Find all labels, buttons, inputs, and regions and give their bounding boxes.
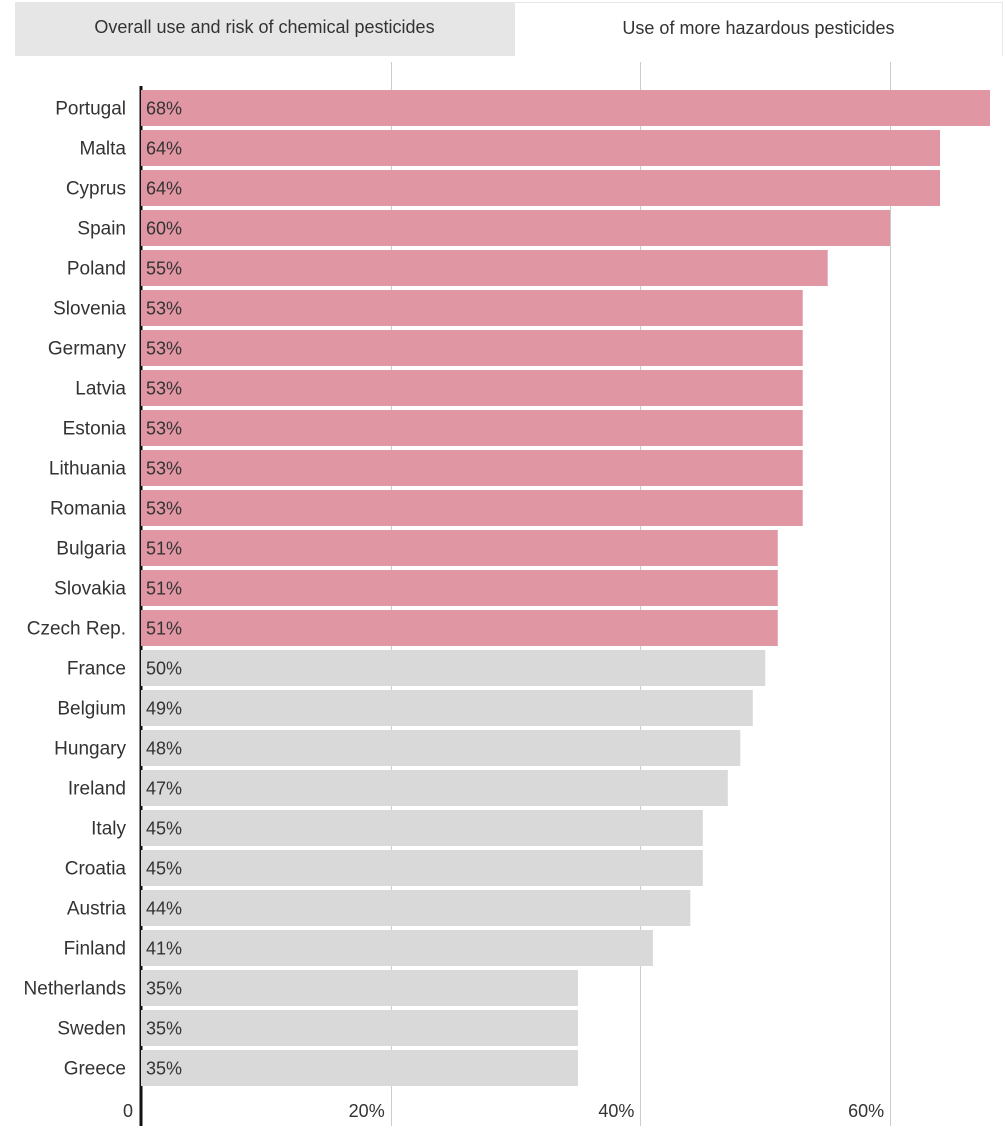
category-label: Czech Rep. [27, 619, 126, 640]
value-label: 49% [146, 699, 182, 719]
bar-ireland [141, 770, 728, 806]
category-label: Slovenia [53, 299, 126, 320]
category-labels: Portugal Malta Cyprus Spain Poland Slovenia Ge… [24, 99, 127, 1080]
value-label: 53% [146, 419, 182, 439]
category-label: Slovakia [54, 579, 126, 600]
tab-more-hazardous-pesticides[interactable]: Use of more hazardous pesticides [514, 2, 1003, 56]
category-label: Finland [64, 939, 126, 960]
tab-overall-use-and-risk[interactable]: Overall use and risk of chemical pestici… [15, 2, 514, 56]
category-label: Greece [64, 1059, 126, 1080]
category-label: Ireland [68, 779, 126, 800]
category-label: France [67, 659, 126, 680]
bar-latvia [141, 370, 803, 406]
bar-bulgaria [141, 530, 778, 566]
bar-hungary [141, 730, 741, 766]
value-label: 55% [146, 259, 182, 279]
category-label: Estonia [63, 419, 127, 440]
bar-romania [141, 490, 803, 526]
bar-spain [141, 210, 891, 246]
bar-finland [141, 930, 653, 966]
bar-lithuania [141, 450, 803, 486]
category-label: Croatia [65, 859, 127, 880]
value-label: 45% [146, 819, 182, 839]
value-label: 35% [146, 1019, 182, 1039]
bar-slovakia [141, 570, 778, 606]
value-label: 45% [146, 859, 182, 879]
x-tick-label: 60% [848, 1101, 884, 1121]
category-label: Germany [48, 339, 127, 360]
x-tick-label: 0 [123, 1101, 133, 1121]
value-label: 53% [146, 339, 182, 359]
value-label: 41% [146, 939, 182, 959]
bar-czech-rep [141, 610, 778, 646]
bar-poland [141, 250, 828, 286]
value-label: 50% [146, 659, 182, 679]
category-label: Netherlands [24, 979, 126, 1000]
x-axis-ticks: 0 20% 40% 60% [123, 1101, 884, 1121]
value-label: 64% [146, 139, 182, 159]
category-label: Hungary [54, 739, 126, 760]
value-label: 53% [146, 379, 182, 399]
bar-cyprus [141, 170, 941, 206]
bar-belgium [141, 690, 753, 726]
value-label: 47% [146, 779, 182, 799]
value-label: 35% [146, 979, 182, 999]
category-label: Sweden [57, 1019, 126, 1040]
bar-austria [141, 890, 691, 926]
value-label: 48% [146, 739, 182, 759]
category-label: Austria [67, 899, 127, 920]
category-label: Romania [50, 499, 126, 520]
value-label: 60% [146, 219, 182, 239]
bar-italy [141, 810, 703, 846]
category-label: Malta [80, 139, 127, 160]
bar-greece [141, 1050, 578, 1086]
bar-germany [141, 330, 803, 366]
value-label: 44% [146, 899, 182, 919]
category-label: Belgium [57, 699, 126, 720]
bar-portugal [141, 90, 990, 126]
value-label: 68% [146, 99, 182, 119]
bar-france [141, 650, 766, 686]
category-label: Italy [91, 819, 126, 840]
bar-sweden [141, 1010, 578, 1046]
value-label: 51% [146, 539, 182, 559]
bar-slovenia [141, 290, 803, 326]
bar-estonia [141, 410, 803, 446]
x-tick-label: 20% [349, 1101, 385, 1121]
x-tick-label: 40% [598, 1101, 634, 1121]
bar-croatia [141, 850, 703, 886]
value-label: 53% [146, 299, 182, 319]
value-label: 64% [146, 179, 182, 199]
category-label: Portugal [55, 99, 126, 120]
tab-bar: Overall use and risk of chemical pestici… [15, 0, 1003, 56]
value-label: 35% [146, 1059, 182, 1079]
category-label: Poland [67, 259, 126, 280]
value-label: 53% [146, 499, 182, 519]
category-label: Cyprus [66, 179, 126, 200]
value-label: 51% [146, 619, 182, 639]
bar-malta [141, 130, 941, 166]
category-label: Lithuania [49, 459, 127, 480]
bar-netherlands [141, 970, 578, 1006]
category-label: Bulgaria [56, 539, 126, 560]
category-label: Spain [77, 219, 126, 240]
bars: 68% 64% 64% 60% 55% 53% 53% 53% 53% 53% 53% 51% 51% 5… [141, 90, 990, 1086]
value-label: 53% [146, 459, 182, 479]
value-label: 51% [146, 579, 182, 599]
category-label: Latvia [75, 379, 126, 400]
